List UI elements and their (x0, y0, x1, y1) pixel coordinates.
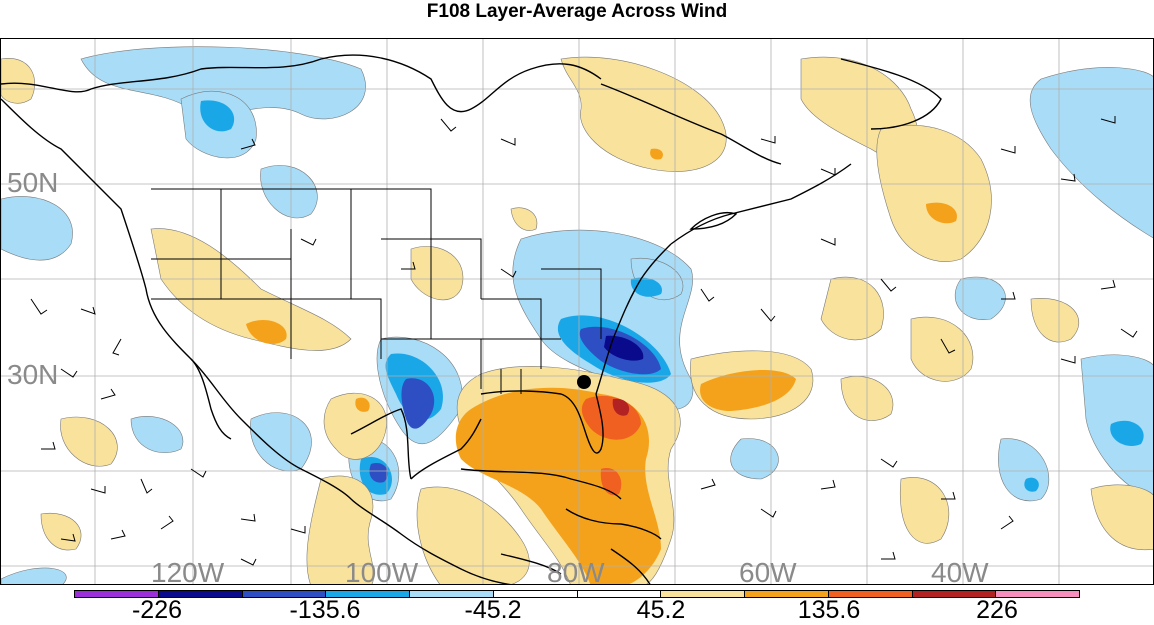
state-borders (151, 188, 602, 394)
lon-label-80w: 80W (547, 557, 605, 585)
colorbar-label-pos45: 45.2 (636, 596, 686, 624)
colorbar-segment (326, 591, 410, 597)
colorbar-label-neg45: -45.2 (464, 596, 522, 624)
lat-label-30n: 30N (7, 359, 59, 390)
colorbar-segment (577, 591, 662, 597)
colorbar-segment (158, 591, 243, 597)
lon-label-120w: 120W (151, 557, 225, 585)
colorbar-label-neg135: -135.6 (289, 596, 361, 624)
lon-label-60w: 60W (739, 557, 797, 585)
colorbar-segment (661, 591, 745, 597)
peak-positive-fill (612, 398, 630, 416)
colorbar-segment (75, 591, 159, 597)
colorbar-segment (493, 591, 578, 597)
negative-anomaly-fill (1, 46, 1153, 584)
map-title: F108 Layer-Average Across Wind (426, 1, 728, 22)
lat-label-50n: 50N (7, 167, 59, 198)
colorbar-segment (410, 591, 494, 597)
lon-label-100w: 100W (345, 557, 419, 585)
colorbar-segment (828, 591, 913, 597)
colorbar-segment (996, 591, 1079, 597)
colorbar (74, 590, 1080, 598)
map-canvas (1, 39, 1153, 584)
colorbar-label-neg226: -226 (131, 596, 183, 624)
colorbar-segment (242, 591, 327, 597)
storm-center-dot (577, 375, 591, 389)
colorbar-segment (912, 591, 997, 597)
strong-positive-fill (246, 148, 957, 584)
peak-negative-fill (604, 335, 644, 361)
colorbar-label-pos135: 135.6 (797, 596, 861, 624)
lon-label-40w: 40W (931, 557, 989, 585)
wind-barbs (30, 116, 1138, 566)
wind-map: 50N 30N 120W 100W 80W 60W 40W (0, 38, 1154, 585)
coastlines (1, 54, 942, 584)
colorbar-segment (745, 591, 829, 597)
colorbar-label-pos226: 226 (976, 596, 1018, 624)
